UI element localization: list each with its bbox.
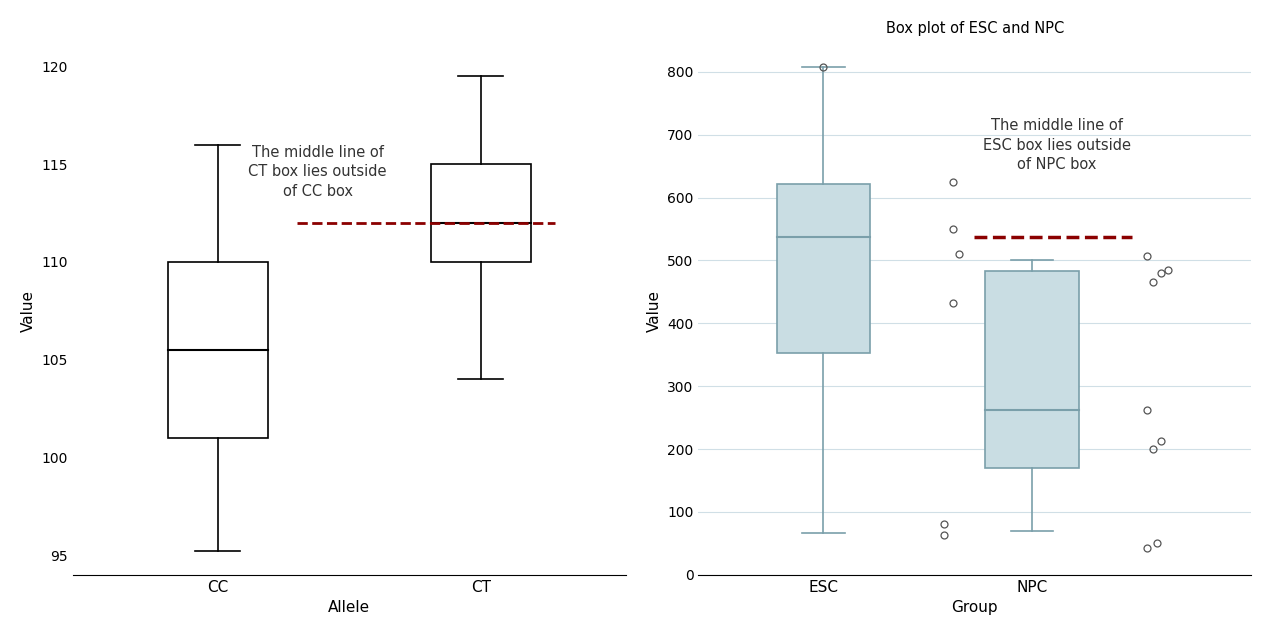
Y-axis label: Value: Value xyxy=(20,290,36,332)
Bar xyxy=(985,271,1079,468)
Title: Box plot of ESC and NPC: Box plot of ESC and NPC xyxy=(885,21,1063,36)
Text: The middle line of
CT box lies outside
of CC box: The middle line of CT box lies outside o… xyxy=(248,144,387,199)
Bar xyxy=(776,184,870,354)
Y-axis label: Value: Value xyxy=(646,290,661,332)
X-axis label: Allele: Allele xyxy=(328,600,370,615)
Bar xyxy=(168,262,267,438)
Text: The middle line of
ESC box lies outside
of NPC box: The middle line of ESC box lies outside … xyxy=(983,118,1131,172)
X-axis label: Group: Group xyxy=(951,600,999,615)
Bar xyxy=(431,164,530,262)
